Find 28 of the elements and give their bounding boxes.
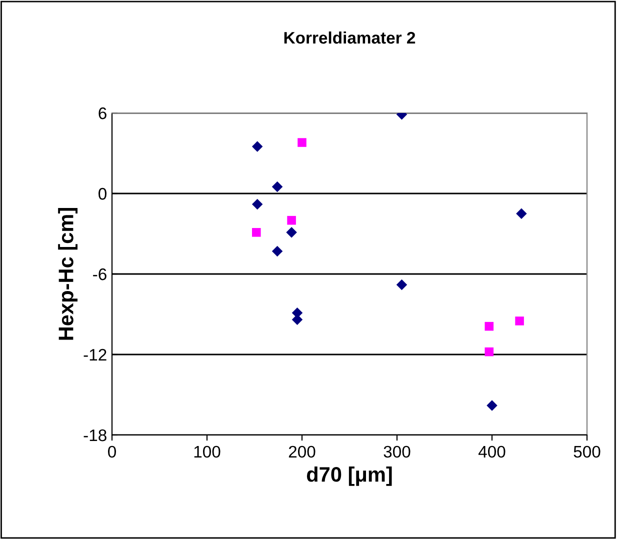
y-tick-label: 0 xyxy=(98,188,106,200)
x-tick-label: 100 xyxy=(194,446,220,458)
point xyxy=(252,141,263,152)
point xyxy=(286,227,297,238)
point xyxy=(287,216,296,225)
y-tick-label: 6 xyxy=(98,107,106,120)
x-tick-label: 300 xyxy=(384,446,410,458)
point xyxy=(484,347,494,356)
chart-title: Korreldiamater 2 xyxy=(284,31,416,44)
y-tick-label: -18 xyxy=(84,429,106,442)
point xyxy=(396,279,408,290)
point xyxy=(252,228,261,237)
point xyxy=(272,181,283,192)
point xyxy=(298,138,306,147)
x-tick-label: 500 xyxy=(574,446,600,458)
y-tick-label: -6 xyxy=(93,268,106,280)
y-axis-title: Hexp-Hc [cm] xyxy=(58,208,78,340)
y-tick-label: -12 xyxy=(84,348,106,361)
point xyxy=(272,246,283,257)
point xyxy=(515,316,524,326)
x-tick-label: 400 xyxy=(478,446,506,458)
x-axis-title: d70 [μm] xyxy=(306,466,392,486)
point xyxy=(486,400,498,411)
point xyxy=(516,208,527,220)
x-tick-label: 200 xyxy=(288,446,316,458)
x-tick-label: 0 xyxy=(108,446,116,458)
point xyxy=(252,198,263,210)
point xyxy=(484,322,494,331)
